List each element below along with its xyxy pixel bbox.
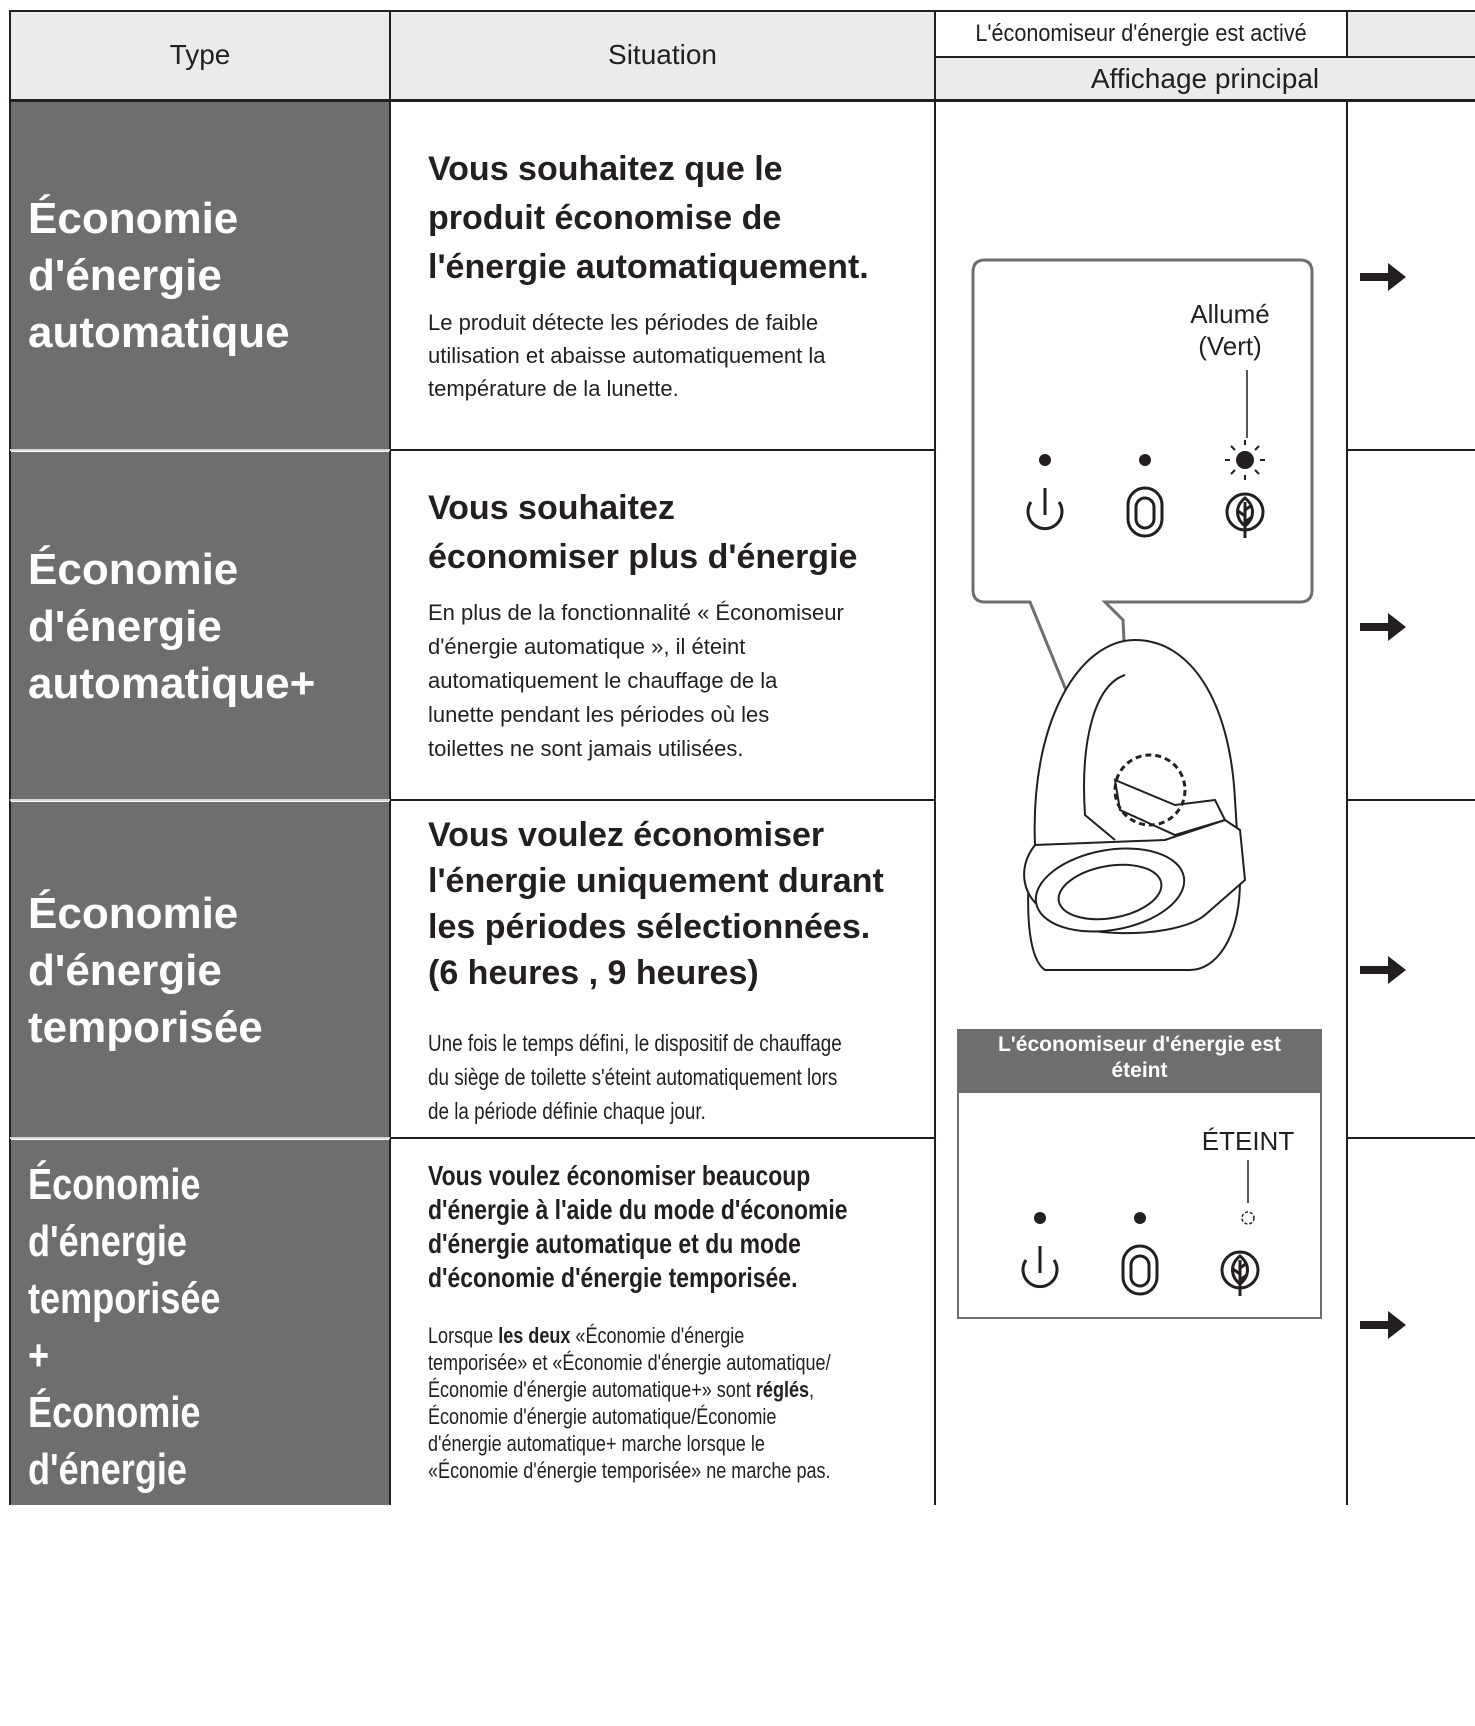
- rule: [1346, 100, 1348, 1505]
- rule: [390, 799, 935, 801]
- emphasis: les deux: [498, 1323, 571, 1348]
- header-text: L'économiseur d'énergie est activé: [975, 19, 1307, 47]
- text-segment: Lorsque: [428, 1323, 499, 1348]
- type-cell: Économie d'énergie temporisée: [10, 802, 390, 1138]
- rule: [1346, 10, 1348, 57]
- toilet: [1023, 638, 1247, 971]
- arrow: [1360, 956, 1406, 984]
- page: Économie d'énergie {"header": {"type": "…: [9, 10, 1475, 1722]
- text-segment: «Économie d'énergie temporisée» et «Écon…: [428, 1323, 831, 1402]
- led-off: [1241, 1211, 1255, 1225]
- icons-off: [1021, 1210, 1260, 1298]
- rule: [9, 10, 11, 1505]
- rule: [10, 1137, 390, 1139]
- text-segment: Le produit détecte les périodes de faibl…: [428, 310, 826, 401]
- text-segment: En plus de la fonctionnalité « Économise…: [428, 600, 844, 761]
- type-text: Économie d'énergie temporisée: [28, 888, 263, 1052]
- emphasis: réglés: [755, 1377, 810, 1402]
- type-text: Économie d'énergie automatique: [28, 193, 290, 357]
- arrow: [1360, 263, 1406, 291]
- type-text: Économie d'énergie automatique+: [28, 544, 316, 708]
- rule: [10, 449, 390, 451]
- header-blank: [1347, 10, 1475, 57]
- type-text: Économie d'énergie temporisée + Économie…: [28, 1160, 264, 1722]
- off-box: [957, 1029, 1322, 1319]
- rule: [10, 10, 1475, 12]
- rule: [1347, 799, 1475, 801]
- arrow: [1360, 1311, 1406, 1339]
- arrow: [1360, 613, 1406, 641]
- rule: [390, 1137, 935, 1139]
- rule: [389, 10, 391, 1505]
- headline: Vous souhaitez que le produit économise …: [428, 150, 869, 286]
- headline: Vous souhaitez économiser plus d'énergie: [428, 489, 858, 576]
- header-type: Type: [10, 10, 390, 100]
- header-group: L'économiseur d'énergie est activé: [935, 10, 1347, 57]
- off-header: [957, 1030, 1322, 1093]
- type-cell: Économie d'énergie automatique: [10, 100, 390, 450]
- headline: Vous voulez économiser beaucoup d'énergi…: [428, 1160, 848, 1293]
- description: Le produit détecte les périodes de faibl…: [428, 306, 933, 405]
- rule: [934, 10, 936, 1505]
- page-body: Type Situation L'économiseur d'énergie e…: [9, 10, 1475, 1722]
- glow: [1225, 440, 1265, 480]
- rule: [1347, 1137, 1475, 1139]
- headline: Vous voulez économiser l'énergie uniquem…: [428, 816, 884, 992]
- on-label: Allumé (Vert): [1190, 299, 1270, 361]
- text-segment: , Économie d'énergie automatique/Économi…: [428, 1377, 831, 1483]
- header-text: Affichage principal: [1090, 62, 1320, 94]
- rule: [935, 56, 1475, 58]
- rule: [10, 799, 390, 801]
- header-situation: Situation: [390, 10, 935, 100]
- type-cell: Économie d'énergie automatique+: [10, 452, 390, 800]
- arrows: [1360, 263, 1406, 1339]
- off-label: ÉTEINT: [1201, 1126, 1295, 1156]
- description: Lorsque les deux «Économie d'énergie tem…: [428, 1322, 928, 1484]
- header-display: Affichage principal: [935, 57, 1475, 100]
- illustration: [957, 258, 1322, 1319]
- text-segment: Une fois le temps défini, le dispositif …: [428, 1030, 842, 1124]
- off-title: L'économiseur d'énergie est éteint: [997, 1033, 1282, 1082]
- rule: [1347, 449, 1475, 451]
- rule: [390, 449, 935, 451]
- header-text: Type: [169, 39, 231, 70]
- description: En plus de la fonctionnalité « Économise…: [428, 596, 933, 766]
- type-cell: Économie d'énergie temporisée + Économie…: [10, 1140, 390, 1722]
- description: Une fois le temps défini, le dispositif …: [428, 1026, 912, 1128]
- rule: [10, 99, 1475, 102]
- header-text: Situation: [608, 39, 717, 70]
